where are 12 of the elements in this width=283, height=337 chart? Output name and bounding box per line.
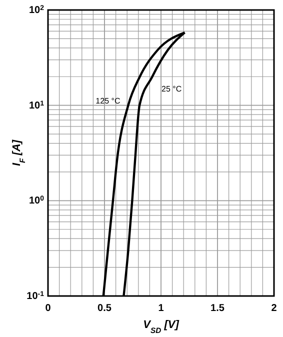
y-tick-label: 10$^{0}$ bbox=[28, 195, 44, 207]
y-tick-label: 10$^{2}$ bbox=[28, 4, 44, 16]
y-tick-label: 10$^{1}$ bbox=[28, 100, 44, 112]
y-tick-label: 10$^{-1}$ bbox=[26, 290, 44, 302]
x-axis-title: V$_{SD}$ [V] bbox=[143, 319, 180, 334]
series-label: 125 °C bbox=[96, 96, 120, 106]
x-tick-label: 0 bbox=[45, 303, 52, 314]
x-tick-label: 2 bbox=[271, 303, 278, 314]
x-tick-label: 1 bbox=[158, 303, 164, 314]
x-tick-label: 0.5 bbox=[98, 303, 112, 314]
x-tick-label: 1.5 bbox=[210, 303, 225, 314]
series-label: 25 °C bbox=[162, 84, 182, 94]
